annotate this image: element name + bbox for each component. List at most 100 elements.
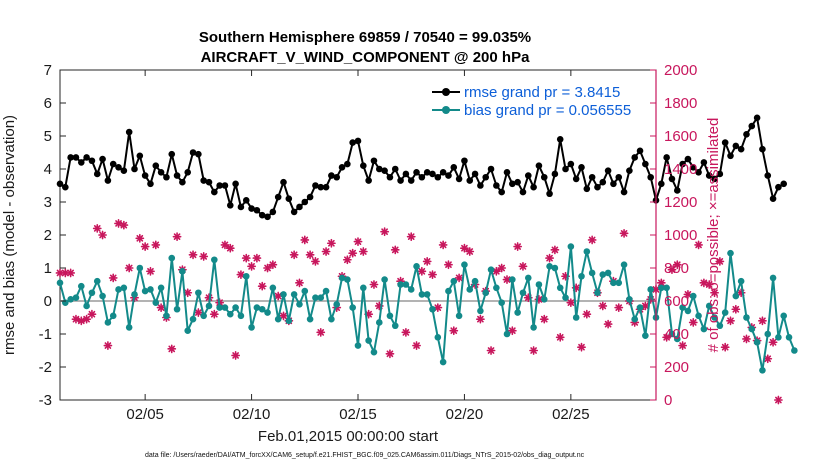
obs-count-marker: [172, 232, 182, 242]
bias-point: [610, 279, 617, 287]
obs-count-marker: [135, 233, 145, 243]
rmse-point: [88, 157, 96, 165]
rmse-point: [296, 203, 303, 211]
bias-point: [673, 335, 681, 343]
x-tick-label: 02/05: [126, 406, 164, 423]
bias-point: [370, 348, 378, 356]
rmse-point: [269, 208, 277, 216]
legend: rmse grand pr = 3.8415 bias grand pr = 0…: [432, 84, 631, 119]
bias-point: [498, 299, 505, 306]
obs-count-marker: [704, 280, 714, 289]
obs-count-marker: [108, 273, 118, 283]
obs-count-marker: [193, 308, 203, 317]
x-tick-label: 02/20: [446, 406, 484, 423]
rmse-point: [673, 187, 681, 194]
obs-count-marker: [119, 220, 129, 230]
rmse-point: [264, 213, 271, 221]
bias-point: [721, 309, 729, 316]
bias-point: [551, 264, 559, 272]
bias-point: [732, 292, 740, 300]
rmse-point: [647, 173, 654, 181]
obs-count-marker: [444, 260, 453, 270]
y-right-tick-label: 1800: [664, 95, 697, 112]
bias-point: [588, 269, 596, 277]
bias-point: [258, 305, 266, 313]
bias-point: [157, 284, 165, 292]
y-left-tick-label: 1: [44, 260, 52, 277]
obs-count-marker: [683, 289, 693, 299]
bias-point: [562, 294, 569, 302]
obs-count-marker: [380, 227, 390, 237]
bias-point: [615, 279, 623, 287]
rmse-point: [56, 180, 64, 188]
bias-point: [205, 302, 213, 310]
bias-point: [274, 315, 282, 323]
obs-count-marker: [326, 238, 336, 248]
obs-count-marker: [731, 304, 741, 314]
y-right-tick-label: 2000: [664, 62, 697, 79]
legend-rmse-marker: [442, 88, 450, 96]
rmse-point: [455, 175, 463, 183]
bias-point: [184, 327, 192, 335]
obs-count-marker: [342, 255, 352, 265]
bias-point: [737, 277, 745, 285]
rmse-point: [83, 154, 90, 161]
bias-point: [312, 294, 319, 302]
bias-point: [519, 289, 527, 297]
rmse-point: [775, 183, 782, 191]
bias-point: [599, 271, 607, 278]
rmse-point: [700, 159, 708, 166]
bias-point: [679, 304, 686, 311]
rmse-point: [93, 170, 101, 178]
bias-point: [141, 287, 149, 295]
bias-point: [333, 301, 341, 308]
rmse-point: [237, 203, 245, 211]
bias-point: [439, 358, 447, 366]
obs-count-marker: [257, 281, 267, 291]
bias-point: [296, 301, 303, 308]
rmse-point: [407, 177, 415, 184]
bias-point: [471, 277, 479, 285]
rmse-point: [301, 198, 309, 206]
rmse-point: [365, 177, 372, 184]
obs-count-marker: [710, 288, 719, 298]
rmse-point: [306, 193, 314, 201]
bias-point: [785, 334, 793, 341]
bias-point: [695, 312, 702, 320]
bias-point: [620, 261, 628, 269]
rmse-point: [695, 169, 702, 176]
rmse-point: [684, 155, 692, 163]
rmse-point: [769, 195, 777, 202]
obs-count-marker: [114, 219, 123, 228]
rmse-point: [200, 177, 207, 184]
rmse-point: [67, 154, 74, 161]
bias-point: [173, 305, 181, 313]
rmse-point: [360, 162, 367, 169]
obs-count-marker: [140, 242, 150, 251]
bias-point: [290, 291, 298, 298]
rmse-point: [184, 169, 192, 176]
bias-point: [546, 263, 553, 270]
bias-point: [269, 284, 277, 292]
obs-count-marker: [231, 351, 241, 360]
y-right-tick-label: 1000: [664, 227, 697, 244]
rmse-point: [716, 170, 724, 178]
obs-count-marker: [76, 316, 86, 326]
bias-point: [381, 276, 388, 283]
bias-point: [642, 332, 649, 339]
bias-point: [237, 312, 245, 320]
y-left-tick-label: -3: [39, 392, 52, 409]
obs-count-marker: [209, 309, 219, 319]
obs-count-marker: [385, 349, 395, 359]
y-right-tick-label: 800: [664, 260, 689, 277]
obs-count-marker: [289, 250, 299, 260]
bias-point: [407, 286, 415, 293]
bias-point: [663, 284, 670, 292]
rmse-point: [663, 154, 670, 161]
obs-count-marker: [220, 240, 230, 250]
bias-point: [354, 342, 362, 349]
obs-count-marker: [348, 248, 358, 258]
y-left-tick-label: 6: [44, 95, 52, 112]
bias-point: [349, 304, 356, 311]
obs-count-marker: [577, 342, 586, 352]
